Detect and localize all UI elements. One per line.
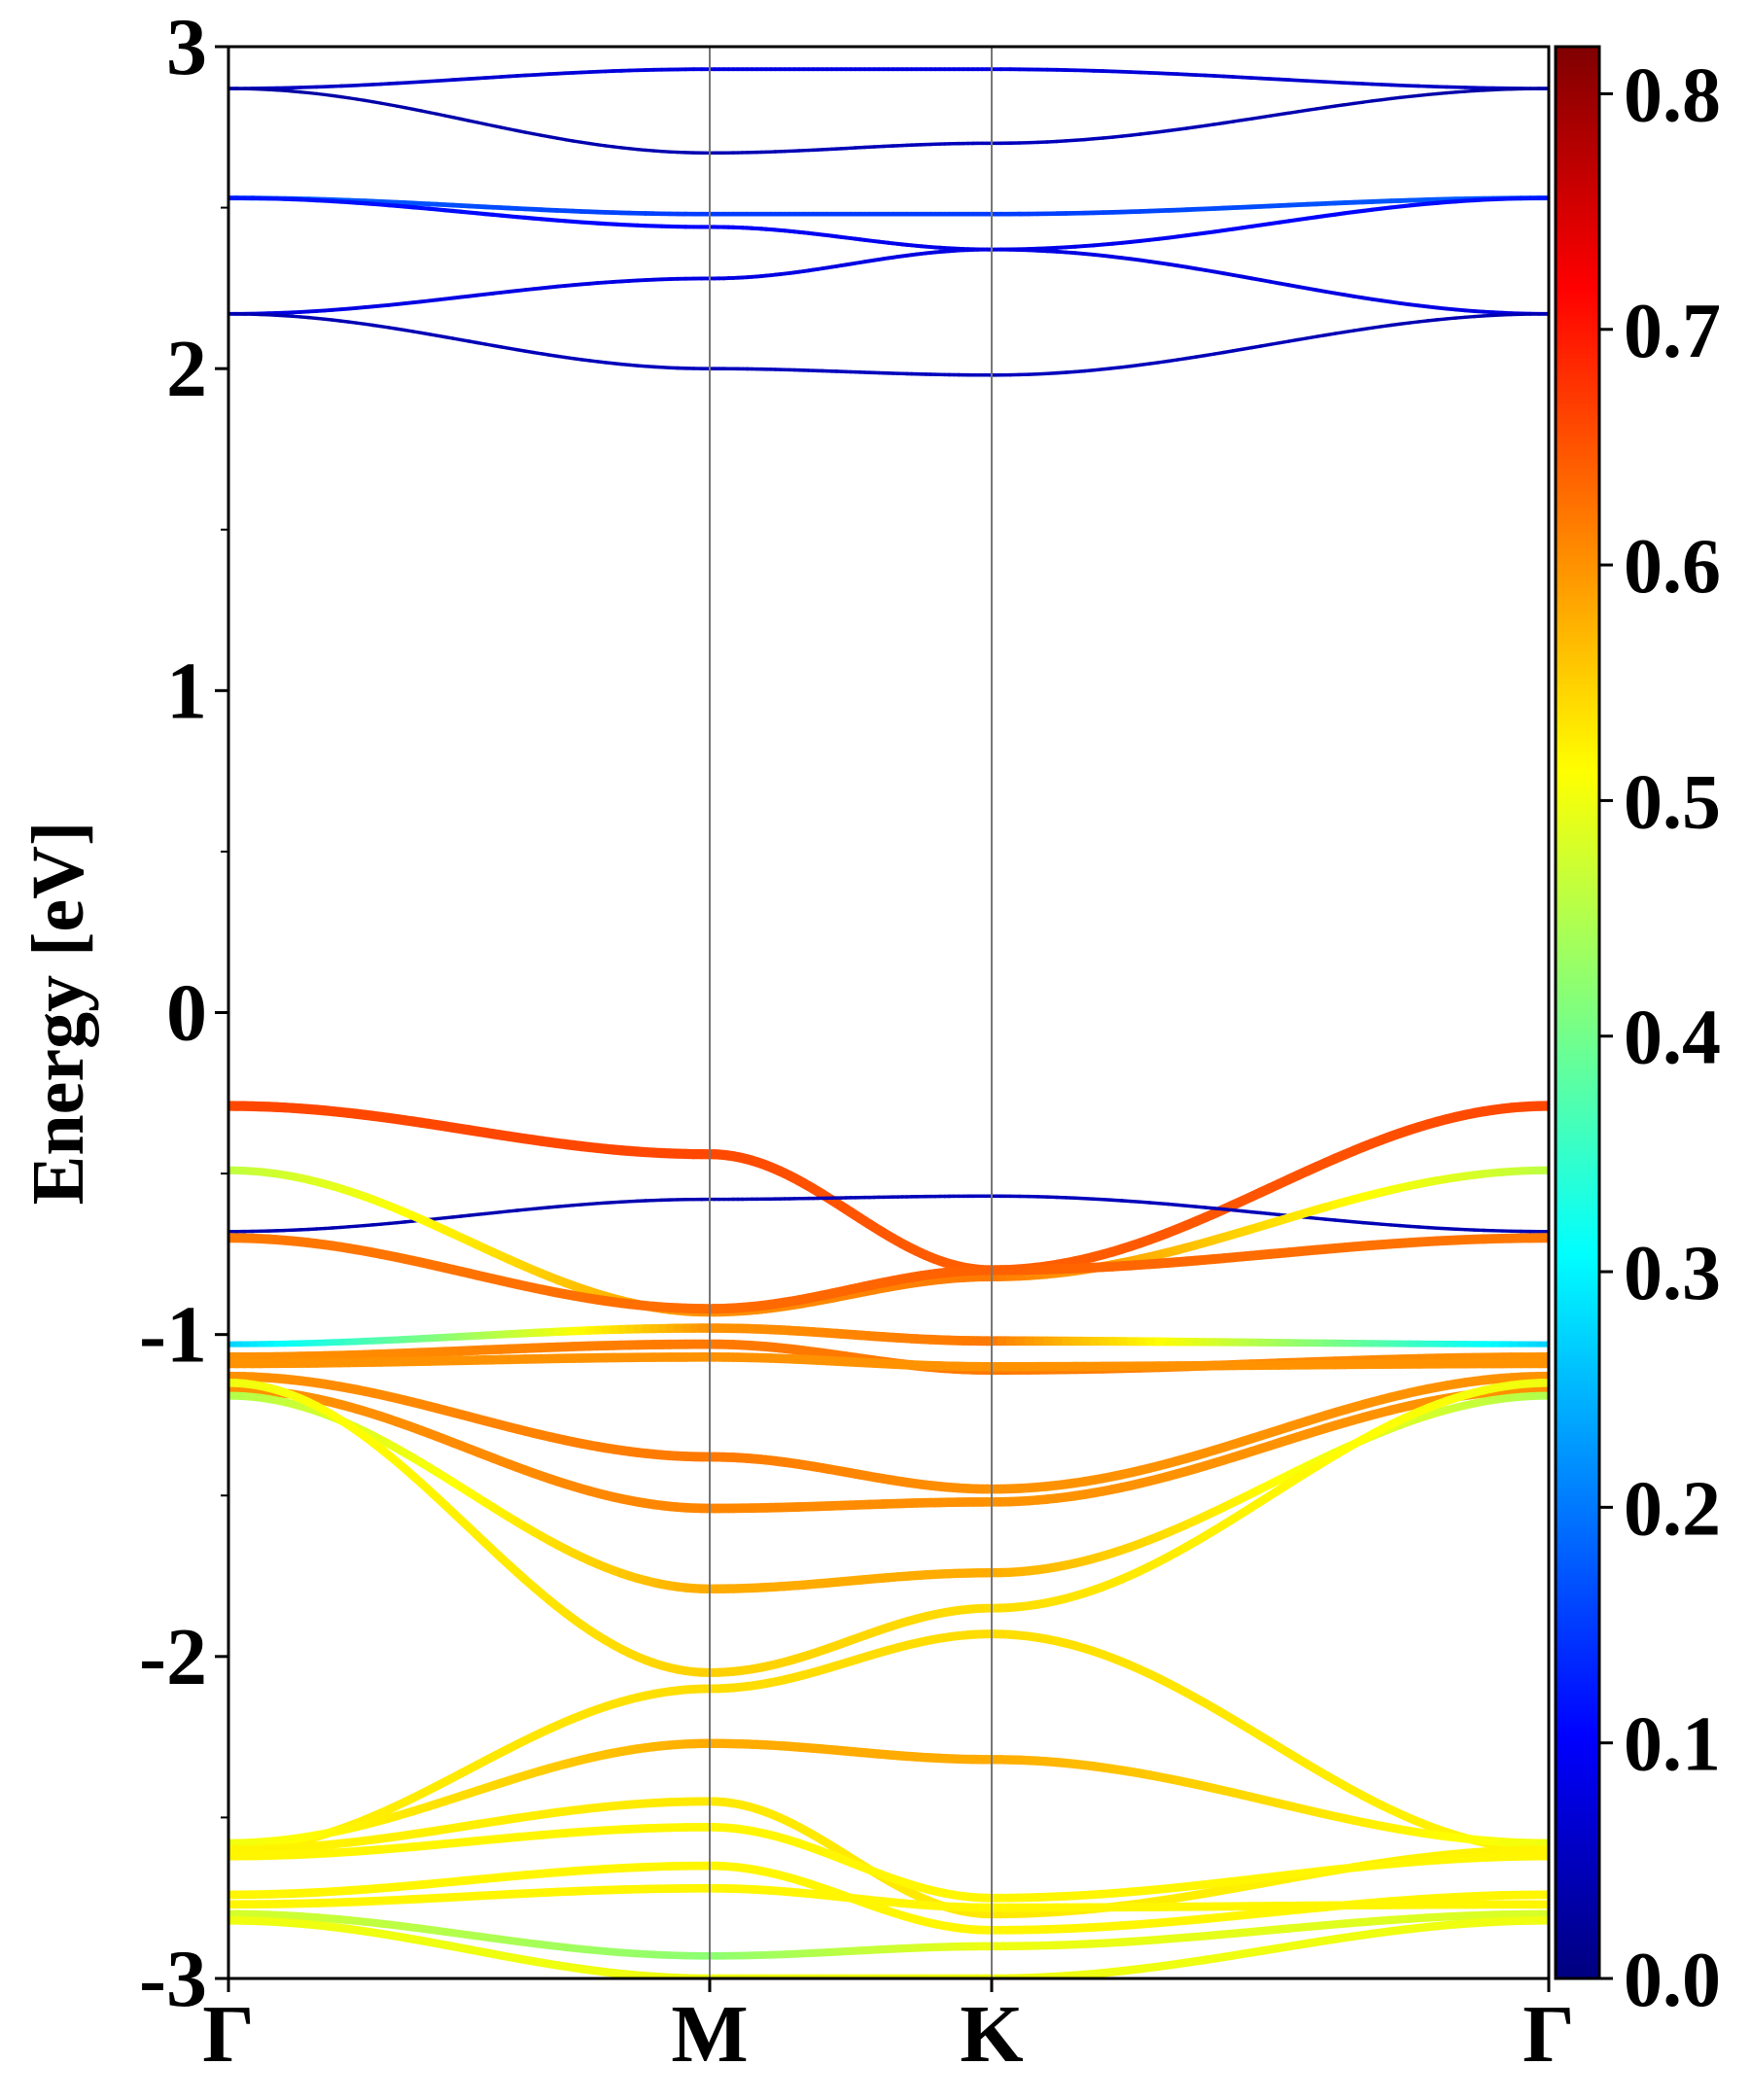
band-line bbox=[228, 247, 1549, 316]
y-tick-label: -1 bbox=[139, 1290, 207, 1381]
band-line bbox=[228, 1384, 1549, 1514]
y-tick-label: 3 bbox=[166, 2, 207, 92]
colorbar-tick-label: 0.2 bbox=[1624, 1466, 1721, 1552]
band-line bbox=[228, 1738, 1549, 1848]
band-line bbox=[228, 1861, 1549, 1935]
colorbar-tick-label: 0.4 bbox=[1624, 996, 1721, 1081]
colorbar-tick-label: 0.3 bbox=[1624, 1231, 1721, 1316]
band-lines bbox=[228, 67, 1549, 1978]
band-line bbox=[228, 87, 1549, 156]
band-line bbox=[228, 1822, 1549, 1903]
band-line bbox=[228, 1916, 1549, 1978]
band-line bbox=[228, 1323, 1549, 1348]
colorbar-tick-label: 0.6 bbox=[1624, 524, 1721, 610]
colorbar-tick-label: 0.8 bbox=[1624, 52, 1721, 138]
y-tick-label: 2 bbox=[166, 324, 207, 414]
colorbar-ticks: 0.0 0.1 0.2 0.3 0.4 0.5 0.6 0.7 0.8 bbox=[1599, 52, 1721, 2023]
x-tick-label: Γ bbox=[1522, 1989, 1574, 2080]
high-symmetry-lines bbox=[709, 47, 993, 1978]
band-line bbox=[228, 1883, 1549, 1912]
x-tick-label: M bbox=[671, 1989, 748, 2080]
y-tick-label: -3 bbox=[139, 1934, 207, 2024]
y-axis: 3 2 1 0 -1 -2 -3 bbox=[139, 2, 228, 2024]
colorbar bbox=[1554, 45, 1601, 1980]
colorbar-tick-label: 0.7 bbox=[1624, 289, 1721, 374]
colorbar-tick-label: 0.5 bbox=[1624, 759, 1721, 845]
band-line bbox=[228, 1371, 1549, 1494]
colorbar-tick-label: 0.1 bbox=[1624, 1702, 1721, 1788]
band-line bbox=[228, 1352, 1549, 1372]
x-tick-label: K bbox=[960, 1989, 1023, 2080]
colorbar-tick-label: 0.0 bbox=[1624, 1938, 1721, 2023]
plot-frame bbox=[227, 45, 1551, 1980]
y-tick-label: 1 bbox=[166, 646, 207, 736]
band-line bbox=[228, 67, 1549, 90]
band-line bbox=[228, 1379, 1549, 1677]
band-line bbox=[228, 1194, 1549, 1234]
y-tick-label: 0 bbox=[166, 968, 207, 1059]
band-line bbox=[228, 1233, 1549, 1314]
x-tick-label: Γ bbox=[202, 1989, 254, 2080]
y-axis-label: Energy [eV] bbox=[18, 822, 99, 1206]
band-line bbox=[228, 1909, 1549, 1960]
band-line bbox=[228, 312, 1549, 377]
y-tick-label: -2 bbox=[139, 1612, 207, 1702]
